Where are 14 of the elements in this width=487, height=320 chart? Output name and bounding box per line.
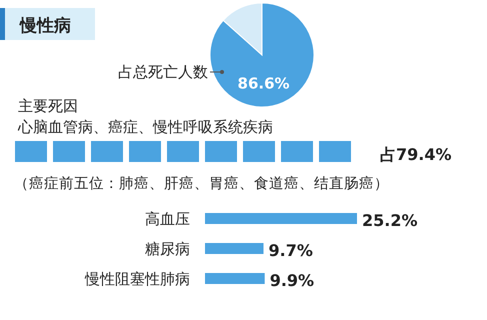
- y-tick-label: 慢性阻塞性肺病: [84, 270, 190, 288]
- pie-slice: [210, 2, 314, 108]
- data-label: 25.2%: [362, 211, 418, 230]
- text: 占79.4%: [380, 145, 452, 164]
- text: 心脑血管病、癌症、慢性呼吸系统疾病: [17, 118, 273, 136]
- data-label: 9.7%: [268, 241, 313, 260]
- y-tick-label: 高血压: [145, 210, 190, 228]
- data-label: 9.9%: [270, 271, 314, 290]
- slice-label: 占总死亡人数: [118, 63, 208, 81]
- data-label: 86.6%: [238, 74, 290, 92]
- text: 慢性病: [19, 16, 71, 36]
- y-tick-label: 糖尿病: [145, 240, 190, 258]
- text: 主要死因: [18, 97, 78, 115]
- text: （癌症前五位：肺癌、肝癌、胃癌、食道癌、结直肠癌）: [14, 175, 389, 192]
